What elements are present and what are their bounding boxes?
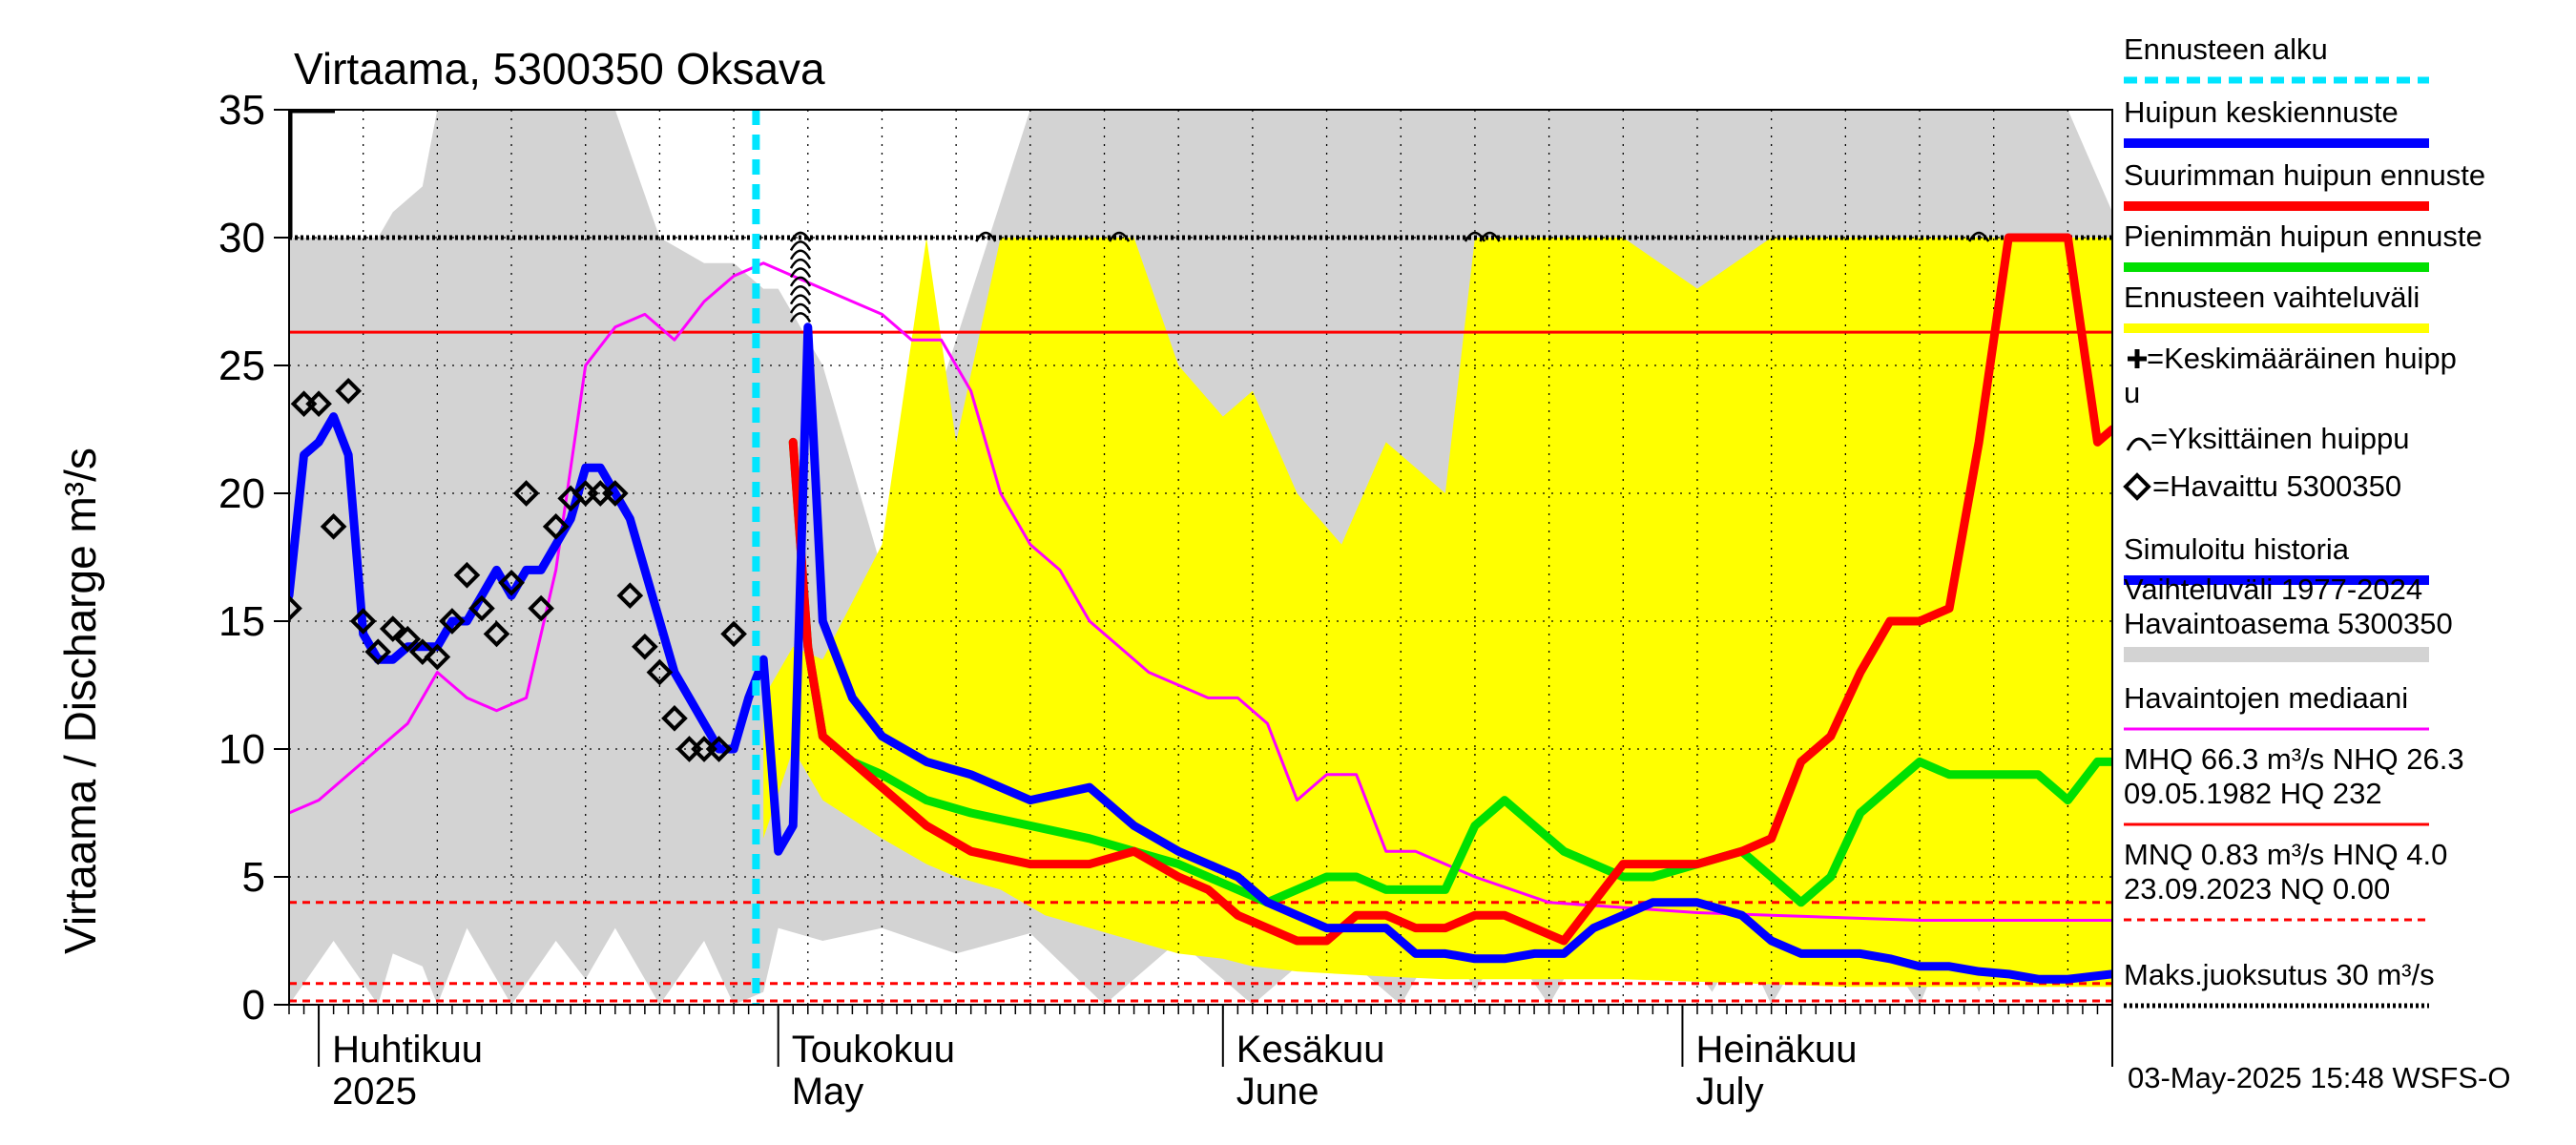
legend-label: Suurimman huipun ennuste (2124, 158, 2485, 192)
observed-point (661, 705, 688, 732)
y-tick-label: 30 (218, 215, 265, 261)
plot-frame (288, 109, 2113, 1006)
peak-marker (789, 294, 812, 305)
footer-timestamp: 03-May-2025 15:48 WSFS-O (2128, 1061, 2510, 1094)
peak-marker (975, 231, 997, 242)
observed-point (601, 480, 629, 507)
legend-label: Havaintojen mediaani (2124, 681, 2408, 715)
legend-label: =Keskimääräinen huipp (2147, 342, 2457, 375)
peak-marker (1108, 231, 1131, 242)
legend: Ennusteen alku Huipun keskiennuste Suurimm… (2123, 32, 2485, 1009)
observed-point (498, 569, 525, 596)
peak-marker (1479, 231, 1501, 242)
legend-label: MNQ 0.83 m³/s HNQ 4.0 (2124, 838, 2447, 871)
observed-point (349, 608, 377, 635)
legend-swatch (2126, 437, 2152, 451)
series-line (289, 323, 2112, 984)
month-label: Toukokuu (792, 1029, 955, 1071)
observed-point (289, 594, 302, 622)
peak-marker (789, 302, 812, 314)
legend-swatch (2123, 472, 2151, 501)
chart-title: Virtaama, 5300350 Oksava (294, 44, 825, 94)
legend-label: Pienimmän huipun ennuste (2124, 219, 2483, 253)
month-sublabel: 2025 (332, 1071, 417, 1113)
peak-marker (789, 285, 812, 296)
month-sublabel: July (1695, 1071, 1763, 1113)
y-tick-label: 5 (242, 854, 265, 901)
month-sublabel: June (1236, 1071, 1319, 1113)
observed-point (528, 594, 554, 622)
observed-point (320, 513, 347, 540)
axes: 05101520253035Huhtikuu2025ToukokuuMayKes… (218, 87, 2113, 1113)
peak-marker (789, 312, 812, 323)
observed-point (483, 620, 510, 648)
legend-label-line2: Havaintoasema 5300350 (2124, 607, 2453, 640)
observed-point (335, 377, 362, 405)
legend-label: Ennusteen vaihteluväli (2124, 281, 2420, 314)
legend-label-line2: 23.09.2023 NQ 0.00 (2124, 872, 2390, 906)
y-tick-label: 20 (218, 470, 265, 517)
observed-point (632, 633, 658, 660)
month-label: Kesäkuu (1236, 1029, 1385, 1071)
legend-label: Vaihteluväli 1977-2024 (2124, 572, 2422, 606)
observed-point (720, 620, 747, 648)
legend-label: =Yksittäinen huippu (2150, 422, 2409, 455)
observed-point (364, 638, 392, 665)
observed-point (379, 615, 406, 642)
y-tick-label: 0 (242, 982, 265, 1029)
month-label: Huhtikuu (332, 1029, 483, 1071)
peak-marker (789, 276, 812, 287)
legend-label: Ennusteen alku (2124, 32, 2328, 66)
y-tick-label: 15 (218, 598, 265, 645)
legend-label: =Havaittu 5300350 (2152, 469, 2401, 503)
y-axis-label: Virtaama / Discharge m³/s (55, 448, 105, 954)
observed-point (439, 608, 466, 635)
observed-point (424, 643, 451, 671)
observed-point (542, 513, 570, 540)
peak-marker (789, 267, 812, 279)
y-tick-label: 25 (218, 343, 265, 389)
legend-label-line2: u (2124, 376, 2140, 409)
observed-point (394, 625, 422, 653)
legend-swatch (2128, 349, 2147, 368)
peak-marker (789, 240, 812, 252)
peak-marker (789, 231, 812, 242)
peak-marker (1968, 231, 1990, 242)
observed-point (305, 390, 332, 418)
peak-marker (789, 249, 812, 260)
legend-label: MHQ 66.3 m³/s NHQ 26.3 (2124, 742, 2464, 776)
legend-label: Huipun keskiennuste (2124, 95, 2399, 129)
month-sublabel: May (792, 1071, 864, 1113)
observed-point (409, 638, 436, 665)
observed-point (616, 582, 644, 610)
series-line (289, 261, 2112, 923)
observed-point (705, 736, 733, 762)
avg-peak-bracket (289, 110, 335, 238)
observed-point (512, 480, 540, 507)
month-label: Heinäkuu (1695, 1029, 1857, 1071)
y-tick-label: 35 (218, 87, 265, 134)
legend-label: Simuloitu historia (2124, 532, 2350, 566)
y-tick-label: 10 (218, 726, 265, 773)
plot-area (289, 110, 2112, 1005)
observed-point (646, 658, 674, 686)
series-line (788, 437, 2112, 907)
observed-point (453, 561, 481, 589)
legend-label-line2: 09.05.1982 HQ 232 (2124, 777, 2382, 810)
observed-point (468, 594, 495, 622)
legend-label: Maks.juoksutus 30 m³/s (2124, 958, 2435, 991)
series-line (788, 233, 2112, 946)
peak-marker (789, 258, 812, 269)
